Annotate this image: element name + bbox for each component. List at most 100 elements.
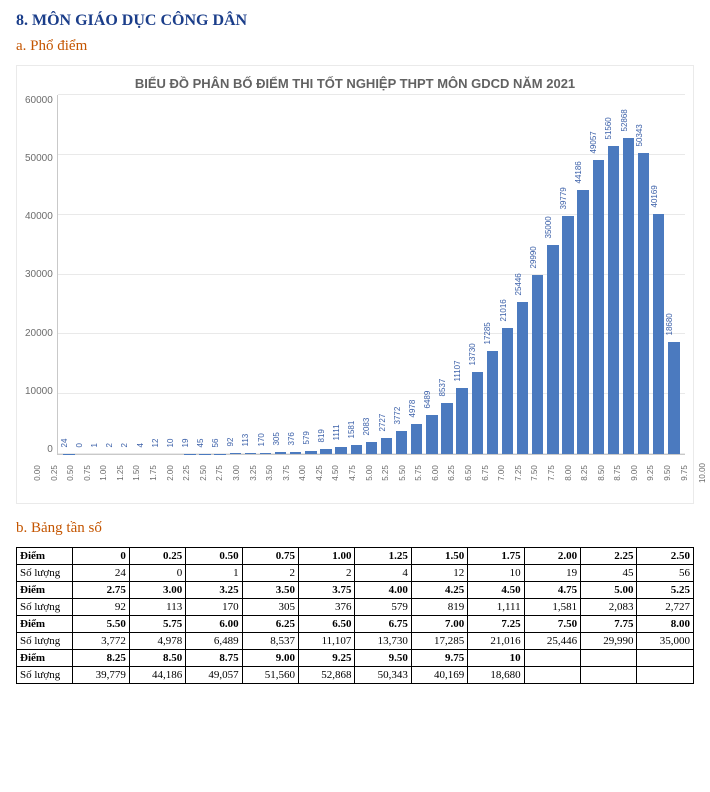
subsection-b-heading: b. Bảng tần số [16, 520, 694, 537]
y-tick-label: 30000 [25, 269, 53, 280]
bar-column: 1 [92, 95, 106, 454]
table-cell: 0.50 [186, 548, 242, 565]
bar-column: 2083 [364, 95, 378, 454]
chart-x-axis: 0.000.250.500.751.001.251.501.752.002.25… [25, 455, 710, 491]
section-heading: 8. MÔN GIÁO DỤC CÔNG DÂN [16, 12, 694, 30]
table-cell: 5.25 [637, 582, 694, 599]
table-cell: 7.50 [524, 616, 580, 633]
table-cell: 305 [242, 599, 298, 616]
row-label-count: Số lượng [17, 633, 73, 650]
table-cell: 6.75 [355, 616, 411, 633]
table-cell: 1.50 [411, 548, 467, 565]
bar-column: 24 [62, 95, 76, 454]
bar-value-label: 10 [166, 439, 175, 448]
table-cell: 19 [524, 565, 580, 582]
table-cell: 18,680 [468, 667, 524, 684]
bar-column: 4978 [410, 95, 424, 454]
bar [456, 388, 467, 454]
subsection-a-heading: a. Phổ điểm [16, 38, 694, 55]
table-row: Số lượng39,77944,18649,05751,56052,86850… [17, 667, 694, 684]
table-row: Số lượng24012241210194556 [17, 565, 694, 582]
bar [577, 190, 588, 454]
table-cell: 3.00 [129, 582, 185, 599]
table-cell: 4,978 [129, 633, 185, 650]
table-cell: 8.75 [186, 650, 242, 667]
table-cell: 2.00 [524, 548, 580, 565]
table-cell: 56 [637, 565, 694, 582]
bar [608, 146, 619, 455]
table-cell: 35,000 [637, 633, 694, 650]
table-cell: 1.25 [355, 548, 411, 565]
bar-column: 12 [153, 95, 167, 454]
table-cell: 6.00 [186, 616, 242, 633]
bar-column: 3772 [395, 95, 409, 454]
bar [653, 214, 664, 454]
row-label-score: Điểm [17, 616, 73, 633]
table-cell: 25,446 [524, 633, 580, 650]
table-cell: 4.00 [355, 582, 411, 599]
table-cell: 1,581 [524, 599, 580, 616]
table-cell: 6.25 [242, 616, 298, 633]
table-row: Điểm8.258.508.759.009.259.509.7510 [17, 650, 694, 667]
bar-value-label: 2083 [362, 417, 371, 435]
table-cell: 2.75 [73, 582, 129, 599]
table-cell: 24 [73, 565, 129, 582]
table-cell: 12 [411, 565, 467, 582]
table-cell: 3.50 [242, 582, 298, 599]
bar-value-label: 49057 [589, 132, 598, 154]
bar [532, 275, 543, 454]
bar [335, 447, 346, 454]
table-cell: 4.75 [524, 582, 580, 599]
table-cell: 579 [355, 599, 411, 616]
table-cell: 3.25 [186, 582, 242, 599]
chart-plot-area: 2401224121019455692113170305376579819111… [57, 95, 685, 455]
table-cell: 8.00 [637, 616, 694, 633]
table-cell: 1,111 [468, 599, 524, 616]
bar-value-label: 113 [241, 434, 250, 447]
table-cell: 0.75 [242, 548, 298, 565]
bar-value-label: 12 [151, 439, 160, 448]
table-cell: 52,868 [299, 667, 355, 684]
bar [638, 153, 649, 454]
row-label-score: Điểm [17, 582, 73, 599]
bar-value-label: 52868 [620, 109, 629, 131]
table-cell: 4.25 [411, 582, 467, 599]
bar [487, 351, 498, 454]
table-cell: 3,772 [73, 633, 129, 650]
table-cell [524, 667, 580, 684]
table-cell: 7.75 [581, 616, 637, 633]
bar [305, 451, 316, 454]
bar-value-label: 24 [60, 438, 69, 447]
table-cell: 5.00 [581, 582, 637, 599]
bar [275, 452, 286, 454]
table-cell: 9.50 [355, 650, 411, 667]
bar-value-label: 44186 [574, 161, 583, 183]
bar-column: 52868 [621, 95, 635, 454]
chart-bars: 2401224121019455692113170305376579819111… [58, 95, 685, 454]
bar [290, 452, 301, 454]
table-cell: 10 [468, 650, 524, 667]
bar [366, 442, 377, 454]
table-cell: 9.25 [299, 650, 355, 667]
table-cell: 0.25 [129, 548, 185, 565]
bar-value-label: 376 [287, 432, 296, 445]
bar-column: 18680 [667, 95, 681, 454]
row-label-count: Số lượng [17, 667, 73, 684]
bar-column: 305 [274, 95, 288, 454]
bar-column: 376 [289, 95, 303, 454]
table-row: Số lượng3,7724,9786,4898,53711,10713,730… [17, 633, 694, 650]
table-cell: 2 [242, 565, 298, 582]
table-cell: 17,285 [411, 633, 467, 650]
bar [502, 328, 513, 454]
bar-value-label: 819 [317, 429, 326, 442]
row-label-score: Điểm [17, 650, 73, 667]
frequency-table: Điểm00.250.500.751.001.251.501.752.002.2… [16, 547, 694, 684]
y-tick-label: 0 [47, 444, 53, 455]
table-cell: 4.50 [468, 582, 524, 599]
bar-value-label: 305 [272, 432, 281, 445]
bar-column: 21016 [500, 95, 514, 454]
bar-value-label: 21016 [499, 300, 508, 322]
bar-column: 170 [258, 95, 272, 454]
bar [320, 449, 331, 454]
table-cell: 10 [468, 565, 524, 582]
